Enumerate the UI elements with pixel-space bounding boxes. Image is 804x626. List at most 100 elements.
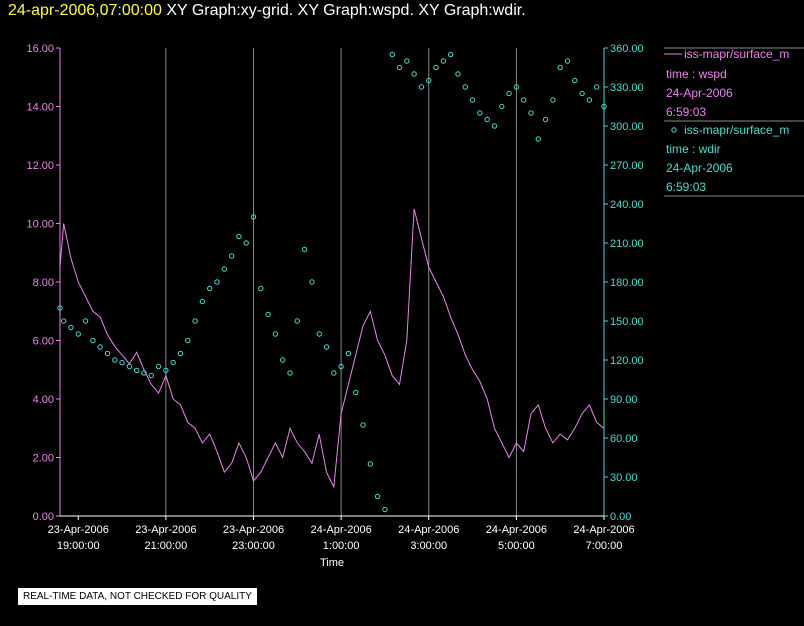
series-wdir-point	[572, 77, 578, 84]
series-wdir-point	[97, 344, 103, 350]
series-wdir-point	[141, 370, 147, 376]
y-tick-label-left: 4.00	[33, 394, 54, 406]
x-axis-label: Time	[320, 557, 344, 569]
series-wdir-point	[360, 422, 366, 428]
series-wdir-point	[323, 344, 330, 350]
x-tick-label-date: 23-Apr-2006	[223, 524, 284, 536]
legend-date-wdir: 24-Apr-2006	[666, 161, 733, 175]
series-wdir-point	[528, 110, 534, 116]
y-tick-label-right: 120.00	[610, 355, 644, 367]
series-wdir-point	[396, 64, 403, 71]
series-wdir-point	[440, 58, 447, 64]
series-wdir-point	[557, 64, 563, 71]
x-tick-label-date: 24-Apr-2006	[573, 524, 634, 536]
y-tick-label-right: 210.00	[610, 238, 644, 250]
series-wdir-point	[104, 350, 111, 357]
legend-time-label-wdir: time : wdir	[666, 142, 721, 156]
series-wdir-point	[389, 51, 395, 58]
series-wdir-point	[199, 298, 206, 305]
x-tick-label-date: 24-Apr-2006	[486, 524, 547, 536]
series-wdir-point	[462, 84, 468, 90]
disclaimer-label: REAL-TIME DATA, NOT CHECKED FOR QUALITY	[18, 588, 257, 605]
series-wdir-point	[433, 64, 439, 71]
series-wdir-point	[112, 357, 118, 363]
x-tick-label-date: 23-Apr-2006	[135, 524, 196, 536]
series-wdir-point	[404, 58, 410, 64]
x-tick-label-time: 3:00:00	[410, 540, 447, 552]
y-tick-label-left: 2.00	[33, 453, 54, 465]
series-wdir-point	[214, 279, 220, 285]
series-wdir-point	[469, 97, 476, 103]
y-tick-label-left: 10.00	[26, 219, 54, 231]
x-tick-label-date: 24-Apr-2006	[311, 524, 372, 536]
series-wdir-point	[491, 123, 498, 129]
x-tick-label-date: 24-Apr-2006	[398, 524, 459, 536]
y-tick-label-right: 30.00	[610, 472, 638, 484]
x-tick-label-time: 23:00:00	[232, 540, 275, 552]
series-wdir-point	[236, 233, 242, 240]
y-tick-label-left: 6.00	[33, 336, 54, 348]
x-tick-label-date: 23-Apr-2006	[48, 524, 109, 536]
legend-series-name-wdir: iss-mapr/surface_m	[684, 123, 789, 137]
series-wdir-point	[601, 103, 607, 110]
series-wdir-point	[57, 305, 63, 311]
series-wdir-point	[126, 363, 133, 370]
y-tick-label-right: 300.00	[610, 121, 644, 133]
x-tick-label-time: 1:00:00	[323, 540, 360, 552]
series-wdir-point	[221, 266, 227, 272]
series-wdir-point	[535, 136, 541, 142]
series-wdir-point	[82, 318, 89, 324]
series-wdir-point	[133, 367, 140, 374]
series-wdir-point	[280, 357, 286, 363]
series-wdir-point	[426, 77, 432, 84]
y-tick-label-right: 90.00	[610, 394, 638, 406]
series-wdir-point	[550, 97, 556, 103]
y-tick-label-left: 0.00	[33, 511, 54, 523]
series-wdir-point	[353, 389, 359, 396]
series-wdir-point	[382, 506, 388, 513]
series-wdir-point	[520, 97, 527, 103]
legend-clock-wspd: 6:59:03	[666, 105, 706, 119]
series-wdir-point	[411, 71, 417, 77]
series-wdir-point	[148, 372, 154, 379]
y-tick-label-left: 8.00	[33, 277, 54, 289]
x-tick-label-time: 21:00:00	[144, 540, 187, 552]
y-tick-label-left: 12.00	[26, 160, 54, 172]
series-wdir-point	[564, 58, 571, 64]
title-bar: 24-apr-2006,07:00:00 XY Graph:xy-grid. X…	[8, 2, 526, 20]
y-tick-label-left: 14.00	[26, 102, 54, 114]
series-wdir-point	[499, 103, 505, 110]
series-wdir-point	[593, 84, 600, 90]
x-tick-label-time: 5:00:00	[498, 540, 535, 552]
y-tick-label-right: 150.00	[610, 316, 644, 328]
series-wdir-point	[309, 279, 315, 285]
series-wspd-line	[59, 208, 605, 489]
series-wdir-point	[60, 318, 67, 324]
series-wdir-point	[185, 337, 191, 344]
series-wdir-point	[338, 363, 344, 370]
series-wdir-point	[250, 214, 257, 220]
series-wdir-point	[579, 90, 585, 97]
series-wdir-point	[455, 71, 461, 77]
x-tick-label-time: 7:00:00	[586, 540, 623, 552]
legend-time-label-wspd: time : wspd	[666, 67, 727, 81]
series-wdir-point	[506, 90, 512, 97]
y-tick-label-right: 0.00	[610, 511, 631, 523]
series-wdir-point	[542, 116, 549, 123]
series-wdir-point	[331, 370, 337, 376]
y-tick-label-right: 60.00	[610, 433, 638, 445]
series-wdir-point	[192, 318, 198, 324]
series-wdir-point	[345, 350, 352, 357]
series-wdir-point	[272, 331, 279, 337]
series-wdir-point	[484, 116, 490, 123]
series-wdir-point	[170, 359, 176, 366]
series-wdir-point	[374, 493, 381, 500]
timestamp-title: 24-apr-2006,07:00:00	[8, 2, 162, 19]
y-tick-label-right: 360.00	[610, 43, 644, 55]
y-tick-label-right: 270.00	[610, 160, 644, 172]
x-tick-label-time: 19:00:00	[57, 540, 100, 552]
series-wdir-point	[586, 97, 593, 103]
series-wdir-point	[513, 84, 520, 90]
series-wdir-point	[243, 240, 249, 246]
